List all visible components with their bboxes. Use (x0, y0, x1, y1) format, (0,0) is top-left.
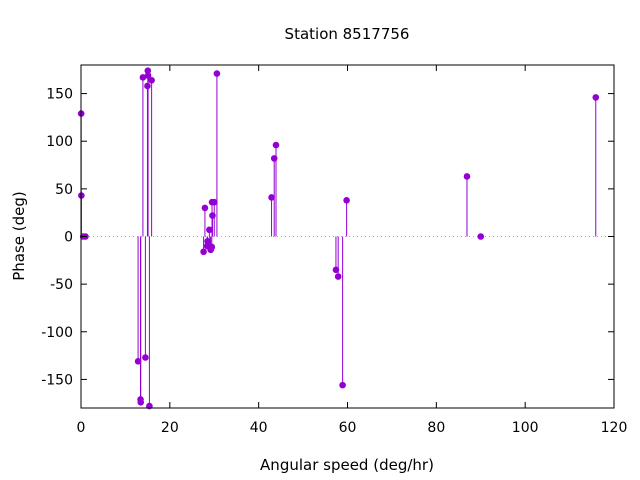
y-tick-label: 150 (46, 87, 73, 103)
y-tick-label: -150 (41, 372, 73, 388)
y-tick-label: 50 (55, 182, 73, 198)
data-point (270, 155, 278, 162)
plot-area (77, 67, 614, 410)
data-point (142, 354, 149, 361)
data-point (210, 198, 218, 206)
data-point (213, 70, 221, 77)
x-tick-label: 120 (601, 420, 628, 436)
data-point (144, 72, 152, 79)
data-point (148, 76, 155, 84)
plot-frame (80, 64, 615, 409)
data-point (332, 266, 340, 274)
data-point (463, 173, 471, 180)
data-point (343, 196, 350, 204)
y-tick-label: 0 (64, 230, 73, 246)
data-point (209, 212, 216, 219)
data-point (134, 358, 142, 365)
x-tick-label: 60 (339, 420, 357, 436)
axes: 0 20 40 60 80 100 120 -150 -100 -50 0 50 100 150 (41, 64, 628, 436)
data-point (139, 74, 147, 81)
data-point (208, 243, 216, 251)
y-axis-label: Phase (deg) (10, 191, 28, 281)
x-tick-label: 40 (250, 420, 268, 436)
y-tick-label: -100 (41, 325, 73, 341)
x-tick-label: 80 (427, 420, 445, 436)
data-point (592, 94, 600, 101)
data-point (201, 204, 209, 212)
data-point (268, 194, 275, 201)
data-point (477, 233, 485, 240)
data-point (272, 141, 280, 149)
y-tick-label: -50 (50, 277, 73, 293)
data-point (339, 381, 346, 389)
data-point (206, 226, 213, 234)
x-tick-label: 100 (512, 420, 539, 436)
data-point (204, 237, 211, 245)
x-axis-label: Angular speed (deg/hr) (260, 456, 434, 474)
data-point (137, 398, 145, 406)
y-tick-label: 100 (46, 134, 73, 150)
x-tick-label: 20 (161, 420, 179, 436)
data-point (200, 248, 207, 256)
x-tick-label: 0 (77, 420, 86, 436)
chart-title: Station 8517756 (285, 25, 410, 43)
data-point (144, 67, 152, 75)
data-point (334, 273, 342, 280)
